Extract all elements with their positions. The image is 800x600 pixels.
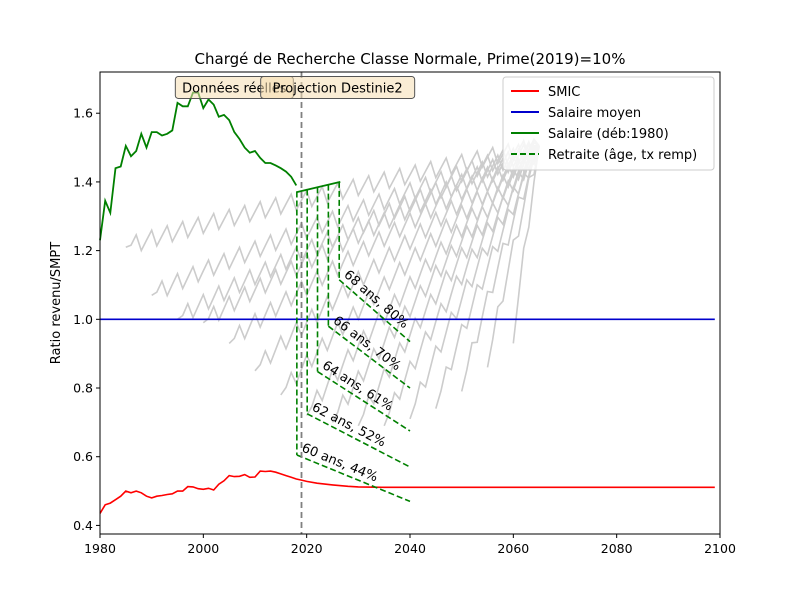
series-line-smic: [99, 470, 715, 514]
x-tick-label-2080: 2080: [601, 541, 633, 556]
y-tick-label-1.4: 1.4: [73, 174, 93, 189]
ghost-cohort-line-2: [177, 139, 540, 320]
x-tick-label-2000: 2000: [187, 541, 219, 556]
retirement-pension-60: [296, 454, 411, 503]
annotation-text-1: Projection Destinie2: [273, 81, 403, 96]
retirement-pension-66: [327, 325, 411, 389]
retirement-pension-64: [317, 370, 411, 432]
y-tick-label-0.8: 0.8: [73, 381, 93, 396]
y-tick-label-1: 1.0: [73, 312, 93, 327]
ghost-cohort-line-12: [435, 145, 540, 409]
ghost-cohort-line-6: [280, 145, 540, 396]
ghost-cohort-lines: [125, 137, 540, 427]
ghost-cohort-line-7: [306, 141, 540, 416]
legend-box: [502, 76, 715, 171]
ghost-cohort-line-1: [151, 137, 540, 298]
series-line-salaire-projection: [296, 181, 341, 194]
smic-layer: [99, 470, 715, 514]
retirement-pension-62: [306, 413, 411, 468]
x-tick-label-2060: 2060: [497, 541, 529, 556]
y-tick-label-0.4: 0.4: [73, 518, 93, 533]
y-tick-label-1.2: 1.2: [73, 243, 93, 258]
x-tick-label-2020: 2020: [291, 541, 323, 556]
x-tick-label-2040: 2040: [394, 541, 426, 556]
legend-label-salaire-moyen: Salaire moyen: [548, 106, 641, 121]
legend-label-retraite: Retraite (âge, tx remp): [548, 148, 697, 163]
y-tick-label-0.6: 0.6: [73, 449, 93, 464]
chart-title: Chargé de Recherche Classe Normale, Prim…: [195, 50, 626, 68]
ghost-cohort-line-15: [512, 145, 540, 344]
legend-label-smic: SMIC: [548, 85, 580, 100]
ghost-cohort-line-4: [228, 138, 540, 344]
legend: SMIC Salaire moyen Salaire (déb:1980) Re…: [502, 76, 715, 171]
y-tick-label-1.6: 1.6: [73, 106, 93, 121]
ghost-cohort-line-11: [409, 145, 540, 420]
x-axis-ticks: 1980 2000 2020 2040 2060 2080 2100: [84, 534, 736, 556]
ghost-cohort-line-14: [486, 145, 540, 368]
annotation-box-1: [260, 75, 416, 99]
y-axis-ticks: 0.4 0.6 0.8 1.0 1.2 1.4 1.6: [73, 106, 100, 533]
x-tick-label-2100: 2100: [704, 541, 736, 556]
retirement-pension-68: [338, 279, 411, 343]
y-axis-label: Ratio revenu/SMPT: [49, 242, 64, 364]
ghost-cohort-line-13: [460, 145, 540, 392]
x-tick-label-1980: 1980: [84, 541, 116, 556]
legend-label-salaire: Salaire (déb:1980): [548, 127, 669, 142]
ghost-cohort-line-9: [357, 145, 540, 427]
